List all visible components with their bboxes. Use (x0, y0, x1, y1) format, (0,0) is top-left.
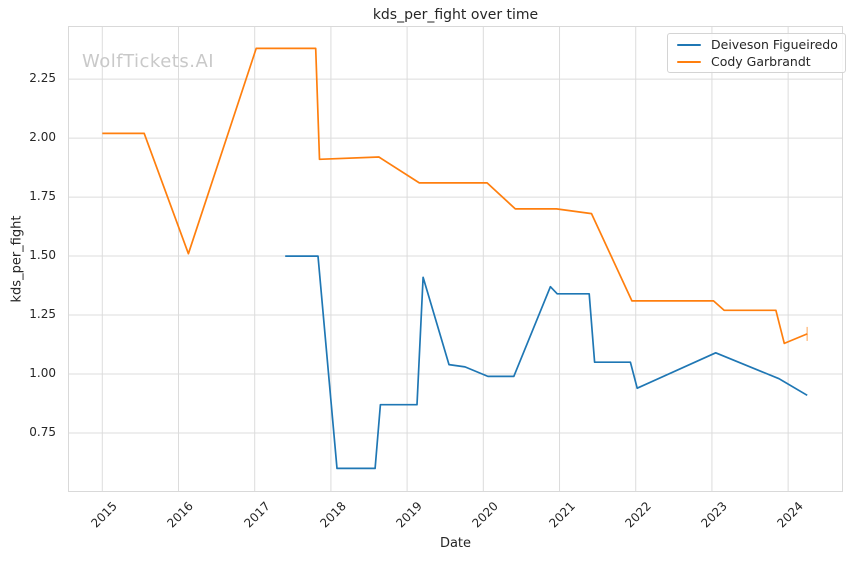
y-tick-label: 0.75 (29, 425, 56, 439)
plot-area (68, 26, 843, 492)
legend-label: Cody Garbrandt (711, 54, 811, 69)
series-line-0 (285, 255, 808, 470)
chart-title: kds_per_fight over time (372, 7, 539, 23)
plot-frame (68, 26, 843, 492)
series-line-1 (102, 47, 808, 345)
legend-item-cody-garbrandt: Cody Garbrandt (677, 53, 836, 70)
legend-line-swatch-blue (677, 43, 701, 46)
y-tick-label: 1.75 (29, 189, 56, 204)
legend-line-swatch-orange (677, 60, 701, 63)
legend-label: Deiveson Figueiredo (711, 37, 838, 52)
y-tick-label: 1.00 (29, 366, 56, 381)
x-axis-label: Date (439, 536, 472, 551)
watermark: WolfTickets.AI (82, 51, 215, 72)
plot-svg (68, 26, 843, 492)
y-tick-label: 1.25 (29, 307, 56, 322)
legend: Deiveson Figueiredo Cody Garbrandt (667, 33, 846, 73)
legend-item-deiveson-figueiredo: Deiveson Figueiredo (677, 36, 838, 53)
y-tick-label: 1.50 (29, 248, 56, 263)
y-tick-label: 2.00 (29, 130, 56, 145)
y-tick-label: 2.25 (29, 71, 56, 86)
